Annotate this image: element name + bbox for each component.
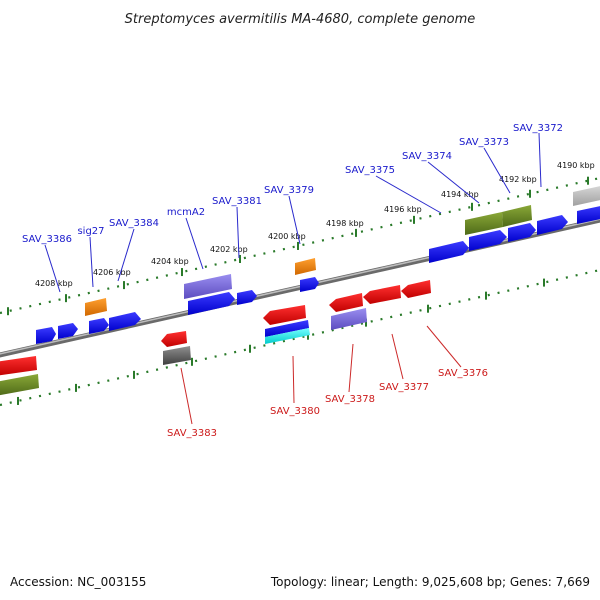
label-sav-3375[interactable]: SAV_3375 [345,165,395,176]
label-sav-3373[interactable]: SAV_3373 [459,137,509,148]
gene-sav-3374[interactable] [465,212,507,251]
label-sig27[interactable]: sig27 [77,226,104,237]
leader-mcma2 [185,217,204,270]
genome-summary-text: Topology: linear; Length: 9,025,608 bp; … [270,575,590,589]
gene-sav-3386[interactable] [36,323,78,344]
leader-sav-3378 [348,343,354,393]
forward-strand-genes [36,185,600,344]
upper-scale-row [0,176,600,315]
gene-sav-3381[interactable] [237,290,257,305]
scale-label-4192: 4192 kbp [499,175,537,184]
label-sav-3384[interactable]: SAV_3384 [109,218,159,229]
scale-label-4208: 4208 kbp [35,279,73,288]
major-ticks [7,176,589,405]
gene-offscreen-right[interactable] [573,185,600,224]
leader-sav-3376 [426,325,462,368]
upper-scale-dots [0,176,600,315]
gene-sav-3380[interactable] [263,305,310,344]
leader-sav-3375 [375,175,442,214]
leader-sav-3384 [117,228,135,282]
gene-mcma2[interactable] [184,274,235,315]
scale-labels: 4190 kbp 4192 kbp 4194 kbp 4196 kbp 4198… [35,161,595,288]
scale-label-4194: 4194 kbp [441,190,479,199]
gene-sav-3373[interactable] [502,205,536,242]
leader-lines [44,132,542,425]
label-sav-3379[interactable]: SAV_3379 [264,185,314,196]
label-sav-3381[interactable]: SAV_3381 [212,196,262,207]
gene-sav-3377[interactable] [363,285,401,304]
label-sav-3378[interactable]: SAV_3378 [325,394,375,405]
scale-label-4204: 4204 kbp [151,257,189,266]
label-sav-3374[interactable]: SAV_3374 [402,151,452,162]
reverse-strand-genes [0,280,431,396]
scale-label-4200: 4200 kbp [268,232,306,241]
leader-sav-3373 [483,147,511,194]
gene-sav-3383[interactable] [161,331,191,365]
label-mcma2[interactable]: mcmA2 [167,207,205,218]
label-sav-3376[interactable]: SAV_3376 [438,368,488,379]
leader-sav-3374 [427,161,480,204]
gene-sav-3375[interactable] [429,241,469,263]
leader-sig27 [89,236,94,288]
scale-label-4206: 4206 kbp [93,268,131,277]
scale-label-4190: 4190 kbp [557,161,595,170]
label-sav-3377[interactable]: SAV_3377 [379,382,429,393]
leader-sav-3386 [44,244,61,293]
gene-sav-3378[interactable] [329,293,367,330]
gene-sig27[interactable] [85,298,109,334]
gene-offscreen-left[interactable] [0,356,39,396]
gene-sav-3372[interactable] [537,215,568,235]
label-sav-3383[interactable]: SAV_3383 [167,428,217,439]
leader-sav-3383 [180,367,193,425]
leader-sav-3381 [236,206,240,259]
leader-sav-3377 [391,333,404,380]
label-sav-3372[interactable]: SAV_3372 [513,123,563,134]
forward-gene-labels: SAV_3386 sig27 SAV_3384 mcmA2 SAV_3381 S… [22,123,563,245]
scale-label-4202: 4202 kbp [210,245,248,254]
gene-sav-3384[interactable] [109,312,141,331]
scale-label-4196: 4196 kbp [384,205,422,214]
reverse-gene-labels: SAV_3383 SAV_3380 SAV_3378 SAV_3377 SAV_… [167,368,488,439]
leader-sav-3380 [292,355,295,404]
scale-label-4198: 4198 kbp [326,219,364,228]
gene-sav-3379[interactable] [295,258,319,292]
label-sav-3380[interactable]: SAV_3380 [270,406,320,417]
accession-text: Accession: NC_003155 [10,575,146,589]
label-sav-3386[interactable]: SAV_3386 [22,234,72,245]
page-title: Streptomyces avermitilis MA-4680, comple… [125,12,476,27]
leader-sav-3379 [288,195,301,245]
leader-sav-3372 [538,132,542,188]
gene-sav-3376[interactable] [401,280,431,298]
